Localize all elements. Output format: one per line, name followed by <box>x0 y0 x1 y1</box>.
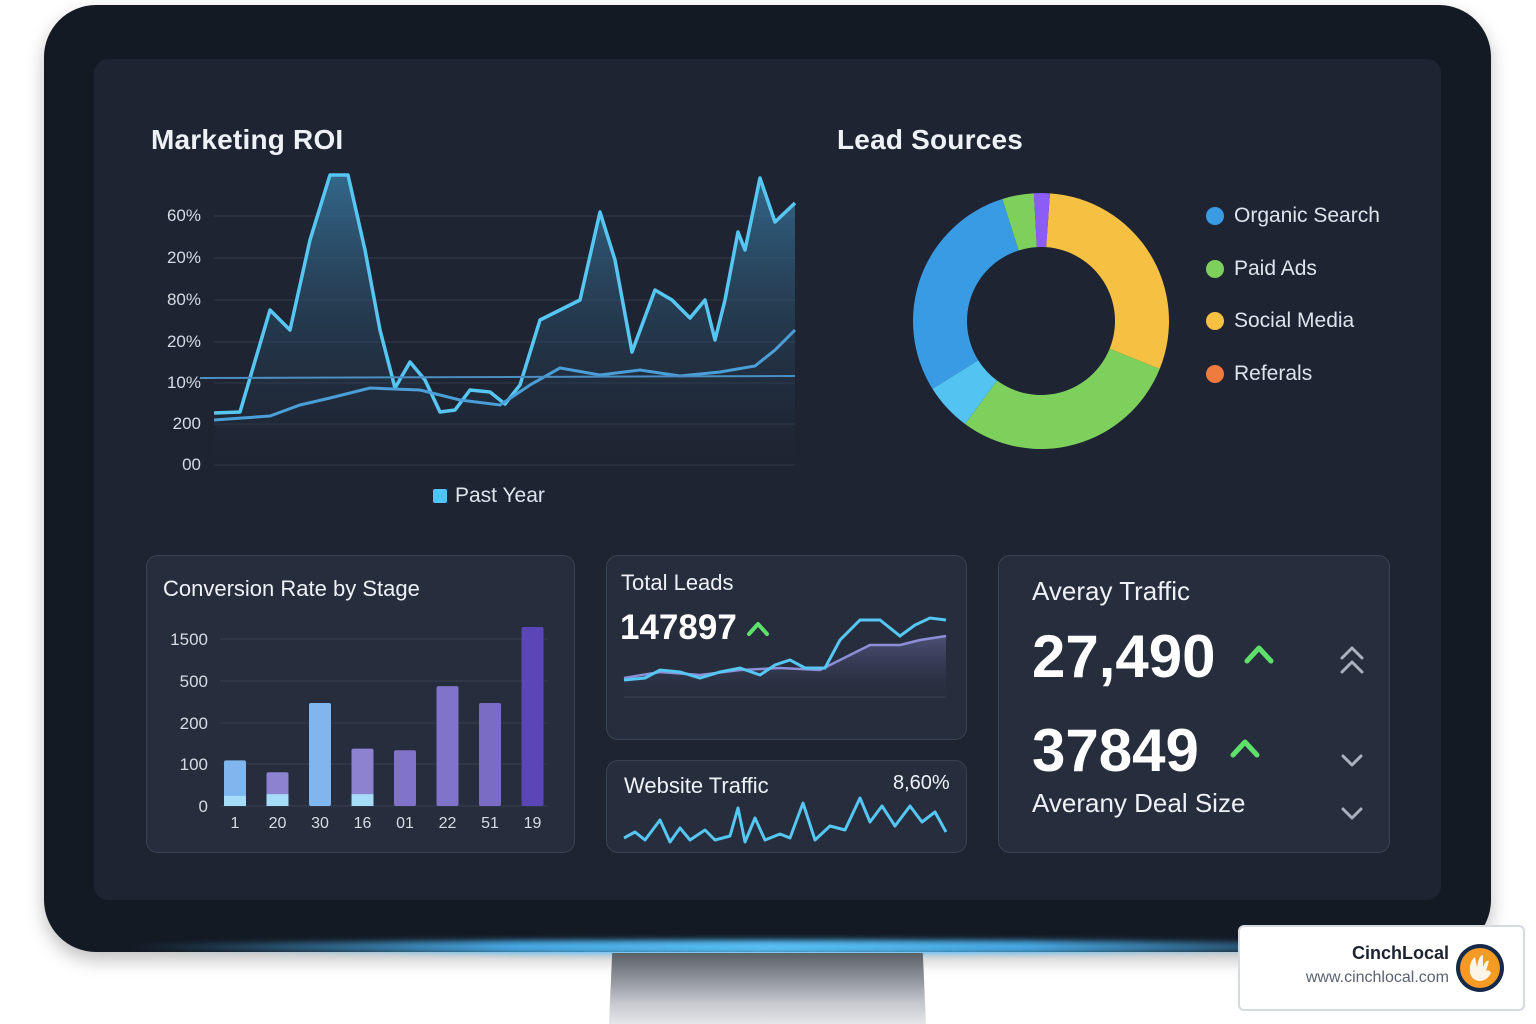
legend-label: Social Media <box>1234 309 1355 332</box>
monitor-stand <box>609 953 926 1024</box>
legend-dot <box>1206 260 1224 278</box>
monitor-glow <box>120 940 1420 954</box>
conversion-x-tick: 16 <box>353 815 372 832</box>
chevron-down-icon <box>1341 807 1363 820</box>
conversion-bar[interactable] <box>309 702 331 806</box>
legend-dot <box>1206 207 1224 225</box>
brand-badge[interactable]: CinchLocal www.cinchlocal.com <box>1238 925 1525 1011</box>
donut-slice[interactable] <box>1046 193 1169 369</box>
donut-slice[interactable] <box>1033 193 1050 248</box>
conversion-y-tick: 200 <box>179 714 208 733</box>
roi-legend-swatch <box>433 489 447 503</box>
deal-size-value: 37849 <box>1032 717 1199 784</box>
conversion-bar[interactable] <box>436 686 459 806</box>
website-traffic-title: Website Traffic <box>624 773 769 798</box>
website-traffic-percent: 8,60% <box>893 772 950 794</box>
legend-label: Referals <box>1234 362 1313 385</box>
deal-size-label: Averany Deal Size <box>1032 788 1246 818</box>
donut-slice[interactable] <box>932 360 998 425</box>
conversion-x-tick: 30 <box>311 815 329 832</box>
roi-y-tick: 10% <box>166 373 201 392</box>
roi-series-primary <box>213 173 797 415</box>
conversion-bar[interactable] <box>521 627 544 806</box>
roi-y-tick: 200 <box>172 414 201 433</box>
conversion-bar[interactable] <box>394 750 416 806</box>
conversion-x-tick: 51 <box>481 815 499 832</box>
donut-slice[interactable] <box>1002 193 1037 251</box>
donut-slice[interactable] <box>913 198 1019 389</box>
legend-label: Organic Search <box>1234 204 1380 227</box>
roi-legend-label: Past Year <box>455 484 545 507</box>
conversion-y-tick: 500 <box>179 672 208 691</box>
roi-series-secondary <box>213 328 797 422</box>
legend-label: Paid Ads <box>1234 257 1317 280</box>
conversion-y-tick: 100 <box>179 755 208 774</box>
trend-up-icon <box>747 622 769 636</box>
conversion-bar[interactable] <box>351 748 374 806</box>
conversion-title: Conversion Rate by Stage <box>163 576 420 601</box>
total-leads-title: Total Leads <box>621 570 734 595</box>
conversion-bar[interactable] <box>479 702 501 806</box>
trend-up-icon <box>1230 739 1260 758</box>
conversion-y-tick: 0 <box>198 797 208 816</box>
donut-slice[interactable] <box>965 348 1160 449</box>
lead-sources-title: Lead Sources <box>837 124 1024 155</box>
total-leads-value: 147897 <box>620 608 737 647</box>
conversion-x-tick: 19 <box>523 815 542 832</box>
conversion-x-tick: 22 <box>438 815 457 832</box>
average-traffic-value: 27,490 <box>1032 623 1216 690</box>
roi-y-tick: 20% <box>166 248 201 267</box>
brand-logo-icon <box>1456 944 1504 992</box>
roi-y-tick: 20% <box>166 332 201 351</box>
conversion-y-tick: 1500 <box>170 630 208 649</box>
trend-up-icon <box>1244 645 1274 664</box>
chevron-down-icon <box>1341 754 1363 767</box>
roi-title: Marketing ROI <box>151 124 344 155</box>
legend-dot <box>1206 365 1224 383</box>
conversion-bar-overlay <box>224 795 246 806</box>
roi-area-fill <box>214 175 795 465</box>
conversion-x-tick: 1 <box>230 815 240 832</box>
roi-baseline <box>199 375 796 379</box>
lead-sources-donut <box>913 193 1169 449</box>
legend-dot <box>1206 312 1224 330</box>
average-traffic-card <box>998 555 1390 853</box>
conversion-bar[interactable] <box>224 760 246 806</box>
conversion-bar-overlay <box>266 794 289 806</box>
average-traffic-title: Averay Traffic <box>1032 576 1190 606</box>
conversion-x-tick: 20 <box>268 815 287 832</box>
total-leads-primary-line <box>623 616 947 682</box>
conversion-x-tick: 01 <box>396 815 414 832</box>
roi-y-tick: 80% <box>166 290 201 309</box>
brand-name: CinchLocal <box>1351 943 1449 963</box>
roi-y-tick: 00 <box>182 455 201 474</box>
roi-y-tick: 60% <box>166 206 201 225</box>
brand-url: www.cinchlocal.com <box>1305 969 1449 986</box>
conversion-bar-overlay <box>351 794 374 806</box>
double-chevron-up-icon <box>1340 646 1364 674</box>
